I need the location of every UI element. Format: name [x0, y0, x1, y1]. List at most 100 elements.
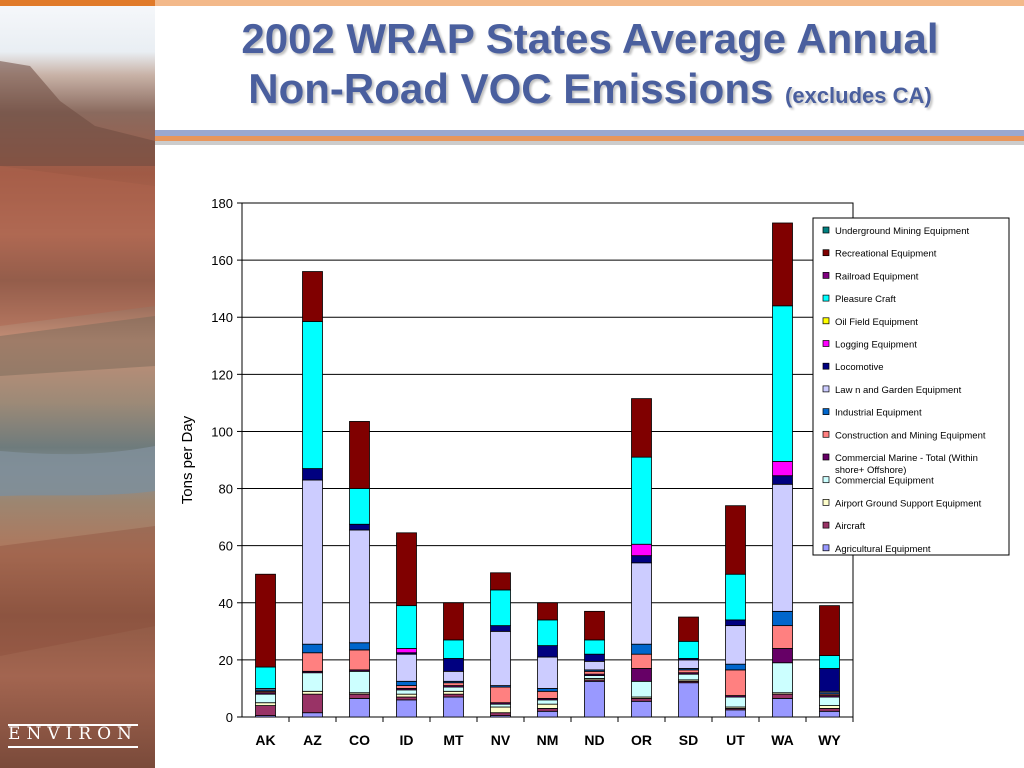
legend-label: Construction and Mining Equipment — [835, 430, 986, 441]
bar-segment — [631, 543, 652, 557]
bar-segment — [772, 222, 793, 307]
bar-segment — [584, 653, 605, 662]
legend-label: Locomotive — [835, 362, 884, 373]
title-rule-grey — [155, 141, 1024, 145]
y-tick-label: 60 — [219, 539, 233, 554]
bar-segment — [772, 305, 793, 462]
legend-swatch — [822, 385, 830, 393]
bar-segment — [349, 421, 370, 489]
bar-segment — [443, 602, 464, 641]
legend-swatch — [822, 317, 830, 325]
bar-segment — [537, 710, 558, 718]
legend-swatch — [822, 362, 830, 370]
bar-segment — [772, 662, 793, 694]
legend-swatch — [822, 408, 830, 415]
bar-segment — [631, 562, 652, 645]
bar-segment — [537, 708, 558, 712]
x-tick-label: WA — [771, 732, 794, 748]
x-tick-label: ND — [584, 732, 604, 748]
slide-title: 2002 WRAP States Average Annual Non-Road… — [160, 14, 1020, 121]
y-tick-label: 40 — [219, 596, 233, 611]
y-tick-label: 120 — [211, 367, 233, 382]
legend-swatch — [822, 430, 830, 438]
bar-segment — [349, 698, 370, 718]
bar-segment — [631, 698, 652, 702]
bar-segment — [302, 271, 323, 322]
bar-segment — [443, 639, 464, 659]
bar-segment — [725, 619, 746, 627]
bar-segment — [772, 625, 793, 649]
bar-segment — [725, 663, 746, 671]
bar-segment — [537, 699, 558, 705]
bar-segment — [443, 690, 464, 695]
title-rule-blue — [155, 130, 1024, 136]
bar-segment — [537, 602, 558, 621]
legend-label: Oil Field Equipment — [835, 317, 918, 328]
bar-segment — [443, 658, 464, 672]
environ-logo: ENVIRON — [8, 724, 138, 748]
legend-swatch — [822, 544, 830, 552]
bar-segment — [725, 696, 746, 708]
bar-segment — [725, 573, 746, 621]
bar-segment — [678, 669, 699, 674]
bar-segment — [443, 682, 464, 686]
bar-segment — [537, 690, 558, 699]
bar-segment — [302, 652, 323, 672]
bar-segment — [584, 660, 605, 671]
bar-segment — [349, 693, 370, 699]
bar-segment — [584, 639, 605, 655]
bar-segment — [443, 693, 464, 698]
bar-segment — [490, 686, 511, 704]
bar-segment — [584, 610, 605, 641]
legend-label: Industrial Equipment — [835, 408, 922, 419]
top-accent-bar — [0, 0, 155, 6]
legend-swatch — [822, 226, 830, 234]
legend-label: Pleasure Craft — [835, 294, 896, 305]
bar-segment — [302, 468, 323, 481]
legend-box — [812, 217, 1010, 556]
bar-segment — [678, 673, 699, 681]
bar-segment — [819, 710, 840, 718]
bar-segment — [819, 605, 840, 657]
bar-segment — [490, 630, 511, 686]
bar-segment — [490, 703, 511, 708]
bar-segment — [678, 640, 699, 659]
legend-swatch — [822, 294, 830, 302]
canyon-landscape — [0, 61, 155, 656]
bar-segment — [584, 670, 605, 675]
x-tick-label: OR — [631, 732, 652, 748]
bar-segment — [490, 572, 511, 591]
y-tick-label: 0 — [226, 710, 233, 725]
title-line-2: Non-Road VOC Emissions (excludes CA) — [160, 64, 1020, 121]
bar-segment — [819, 668, 840, 692]
bar-segment — [584, 675, 605, 679]
x-tick-label: UT — [726, 732, 745, 748]
bar-segment — [349, 642, 370, 651]
bar-segment — [772, 693, 793, 699]
bar-segment — [819, 655, 840, 669]
bar-segment — [302, 693, 323, 714]
bar-segment — [537, 688, 558, 692]
bar-segment — [725, 669, 746, 696]
title-line-1: 2002 WRAP States Average Annual — [241, 15, 939, 62]
legend-swatch — [822, 272, 830, 279]
bar-segment — [443, 686, 464, 692]
x-tick-label: MT — [443, 732, 464, 748]
legend-label: Commercial Marine - Total (Within shore+ … — [835, 453, 978, 476]
bar-segment — [349, 523, 370, 531]
bar-segment — [349, 670, 370, 694]
legend-swatch — [822, 249, 830, 257]
bar-segment — [396, 680, 417, 686]
bar-segment — [537, 645, 558, 658]
bar-segment — [396, 605, 417, 649]
bar-segment — [443, 696, 464, 718]
legend-swatch — [822, 476, 830, 484]
bar-segment — [396, 696, 417, 701]
bar-segment — [255, 702, 276, 706]
legend-label: Logging Equipment — [835, 340, 917, 351]
x-tick-label: SD — [679, 732, 698, 748]
bar-segment — [302, 690, 323, 695]
bar-segment — [255, 573, 276, 668]
bar-segment — [631, 668, 652, 682]
x-tick-label: CO — [349, 732, 370, 748]
